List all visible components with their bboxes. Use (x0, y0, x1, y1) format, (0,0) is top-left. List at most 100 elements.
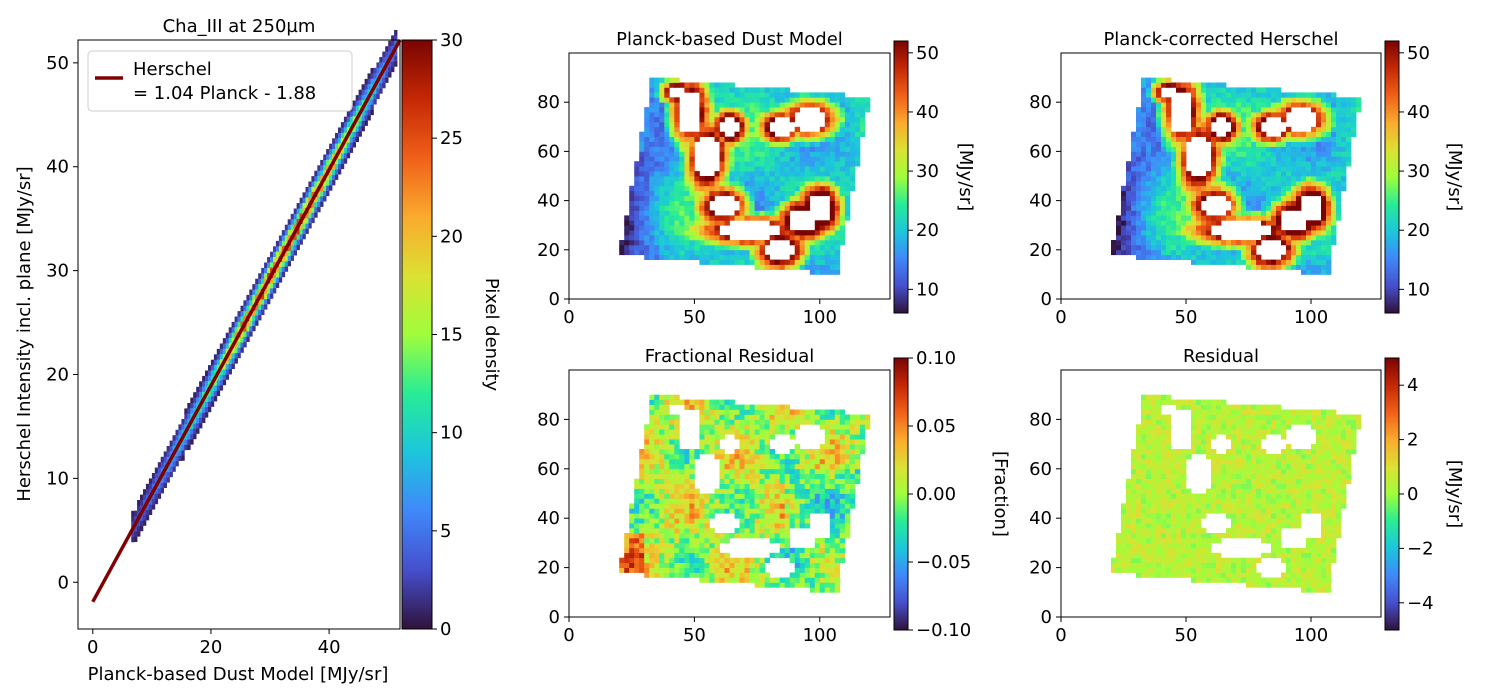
density-cell (361, 84, 365, 90)
map-cell (1226, 166, 1232, 172)
map-cell (1181, 215, 1187, 221)
map-cell (734, 240, 740, 246)
density-cell (296, 203, 300, 209)
map-cell (1241, 161, 1247, 167)
density-cell (385, 46, 389, 52)
map-cell (674, 102, 680, 108)
map-cell (804, 493, 811, 499)
map-cell (649, 220, 655, 226)
map-cell (1266, 215, 1272, 221)
map-cell (1136, 205, 1142, 211)
map-cell (694, 240, 700, 246)
map-cell (719, 240, 725, 246)
map-cell (854, 156, 861, 162)
density-cell (151, 483, 156, 489)
map-cell (1136, 230, 1142, 236)
density-cell (305, 186, 309, 193)
map-cell (654, 235, 660, 241)
map-cell (669, 508, 675, 514)
map-cell (1251, 190, 1257, 197)
density-cell (264, 278, 268, 284)
density-cell (258, 314, 262, 321)
map-cell (774, 463, 780, 470)
map-cell (1126, 567, 1132, 573)
density-cell (358, 115, 362, 122)
map-cell (794, 582, 801, 588)
map-cell (654, 171, 660, 177)
map-cell (664, 439, 670, 445)
density-cell (329, 174, 333, 181)
map-cell (829, 409, 836, 415)
density-cell (317, 180, 321, 187)
map-cell (1241, 195, 1247, 201)
map-cell (1256, 176, 1262, 182)
map-cell (719, 567, 725, 573)
map-cell (1226, 259, 1232, 265)
map-cell (1231, 240, 1237, 246)
colorbar-tick-label: 20 (440, 226, 463, 247)
map-cell (819, 577, 826, 583)
map-cell (784, 498, 791, 504)
map-cell (859, 439, 866, 445)
map-cell (659, 439, 665, 445)
map-cell (824, 121, 831, 128)
density-cell (143, 520, 147, 526)
density-cell (184, 444, 188, 451)
map-cell (639, 249, 645, 256)
map-cell (1326, 205, 1332, 211)
map-cell (1141, 166, 1147, 172)
map-cell (834, 478, 841, 484)
map-cell (1216, 185, 1222, 192)
map-cell (689, 166, 695, 172)
map-cell (1296, 180, 1302, 187)
map-cell (754, 161, 760, 167)
map-cell (784, 146, 791, 152)
map-cell (739, 444, 745, 450)
map-cell (1256, 180, 1262, 187)
map-cell (749, 434, 755, 440)
density-cell (208, 396, 212, 402)
density-cell (190, 428, 194, 435)
map-cell (784, 156, 791, 162)
density-cell (311, 186, 315, 192)
map-cell (739, 87, 745, 93)
map-cell (1161, 240, 1167, 246)
map-cell (1201, 82, 1207, 88)
map-cell (1126, 533, 1132, 539)
map-cell (1286, 190, 1292, 197)
map-cell (819, 444, 826, 450)
map-cell (684, 240, 690, 246)
map-cell (734, 87, 740, 93)
map-cell (644, 557, 650, 563)
map-cell (824, 567, 831, 573)
map-cell (644, 463, 650, 470)
map-cell (1281, 195, 1287, 201)
map-cell (749, 136, 755, 142)
map-cell (809, 454, 816, 460)
density-cell (193, 423, 197, 429)
density-cell (184, 434, 188, 440)
map-cell (824, 92, 831, 98)
density-cell (255, 315, 259, 321)
density-cell (264, 304, 268, 310)
map-cell (679, 454, 685, 460)
map-cell (784, 542, 791, 549)
map-cell (629, 538, 635, 544)
map-cell (1291, 180, 1297, 187)
map-cell (1286, 195, 1292, 201)
map-cell (1326, 200, 1332, 206)
map-cell (809, 141, 816, 147)
map-cell (829, 508, 836, 514)
map-cell (724, 508, 730, 514)
map-cell (754, 254, 760, 260)
map-cell (724, 136, 730, 142)
map-cell (649, 404, 655, 410)
map-cell (819, 166, 826, 172)
map-cell (824, 449, 831, 455)
map-cell (1161, 200, 1167, 206)
map-cell (709, 552, 715, 559)
map-cell (639, 473, 645, 479)
map-cell (794, 513, 801, 519)
map-cell (1126, 176, 1132, 182)
map-cell (799, 454, 806, 460)
